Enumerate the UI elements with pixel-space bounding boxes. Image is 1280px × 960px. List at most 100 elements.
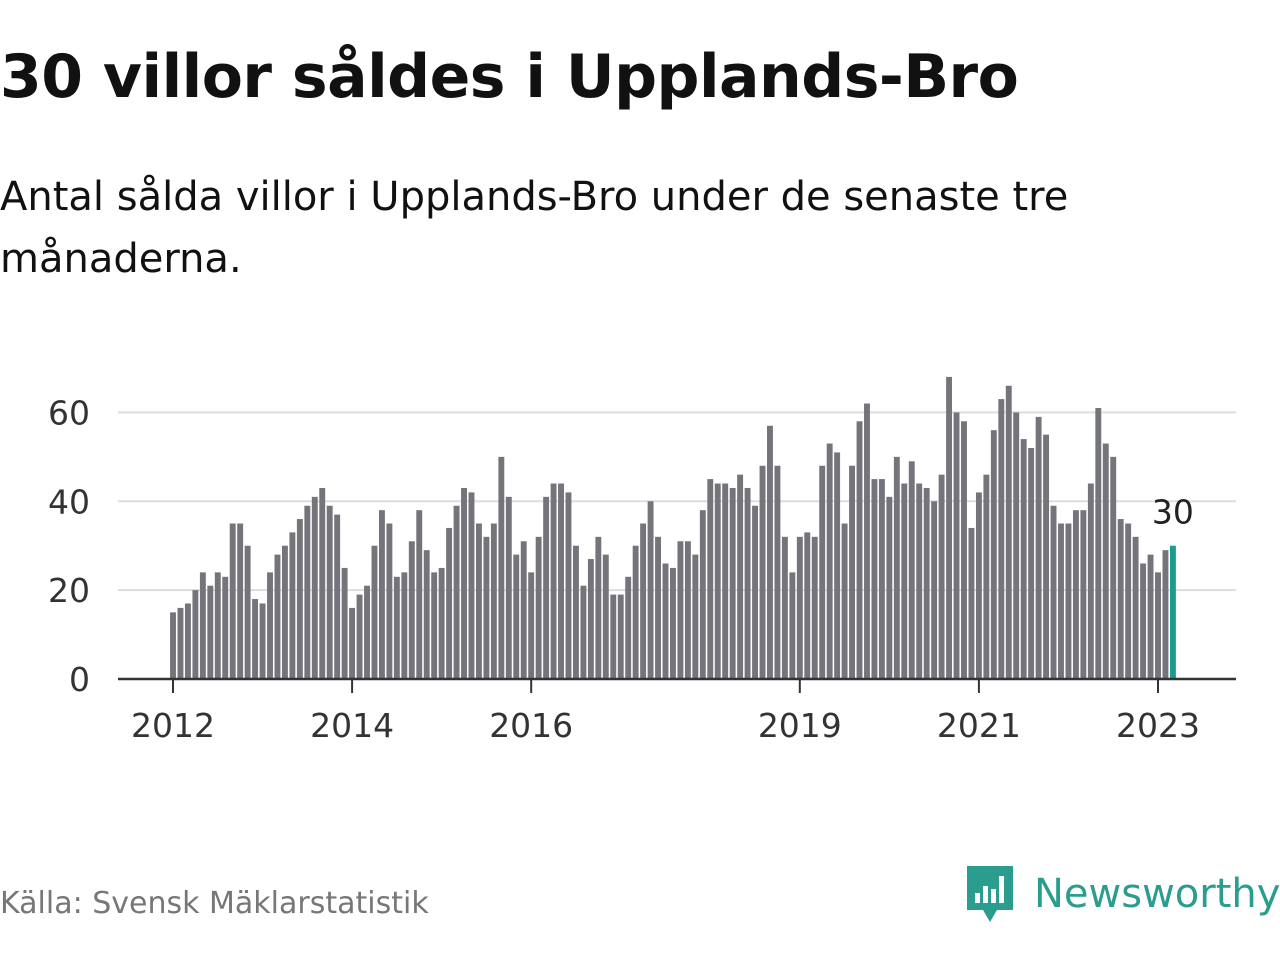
bar	[535, 536, 542, 679]
y-tick-label: 40	[48, 482, 90, 521]
x-tick-label: 2016	[489, 706, 573, 745]
bar	[886, 496, 893, 679]
bar	[908, 461, 915, 679]
bar	[632, 545, 639, 679]
bar	[513, 554, 520, 679]
bar	[916, 483, 923, 679]
bar	[468, 492, 475, 679]
bar	[281, 545, 288, 679]
bar	[416, 510, 423, 679]
bar	[610, 594, 617, 679]
bar-chart: 0 20 40 60 2012 2014 2016 2019 2021 2023 30	[48, 376, 1236, 745]
bar	[670, 567, 676, 679]
bar	[229, 523, 236, 679]
bar	[1155, 572, 1161, 679]
bar	[520, 541, 527, 679]
bar	[781, 536, 788, 679]
bar	[580, 585, 587, 679]
bar	[1080, 510, 1087, 679]
bar	[1028, 447, 1035, 679]
bar	[476, 523, 482, 679]
x-tick-label: 2019	[758, 706, 842, 745]
bar	[722, 483, 729, 679]
bars	[170, 376, 1176, 679]
y-tick-label: 20	[48, 571, 90, 610]
bar	[1140, 563, 1147, 679]
bar	[334, 514, 341, 679]
bar	[774, 465, 781, 679]
bar	[1035, 416, 1042, 679]
bar	[304, 505, 311, 679]
bar	[177, 607, 184, 679]
bar	[796, 536, 803, 679]
x-axis	[118, 677, 1236, 693]
bar	[453, 505, 460, 679]
source-note: Källa: Svensk Mäklarstatistik	[0, 886, 429, 921]
bar	[490, 523, 497, 679]
bar	[856, 421, 863, 679]
bar	[990, 430, 997, 679]
bar	[431, 572, 438, 679]
bar	[170, 612, 176, 679]
bar	[393, 576, 400, 679]
bar	[1110, 456, 1117, 679]
bar	[1095, 407, 1102, 679]
bar	[528, 572, 535, 679]
bar	[222, 576, 229, 679]
bar	[446, 527, 453, 679]
bar	[602, 554, 609, 679]
bar	[864, 403, 870, 679]
bar	[1043, 434, 1050, 679]
bar	[401, 572, 408, 679]
bar	[1162, 550, 1169, 679]
bar	[192, 590, 199, 679]
bar	[461, 487, 467, 679]
bar	[550, 483, 557, 679]
brand-logo: Newsworthy	[964, 864, 1280, 924]
bar	[498, 456, 505, 679]
bar	[640, 523, 647, 679]
bar	[819, 465, 826, 679]
bar	[878, 479, 885, 679]
bar	[684, 541, 691, 679]
bar	[946, 376, 953, 679]
x-tick-label: 2012	[131, 706, 215, 745]
bar	[573, 545, 579, 679]
bar	[901, 483, 908, 679]
bar	[483, 536, 490, 679]
bar	[371, 545, 378, 679]
bar	[707, 479, 714, 679]
bar	[729, 487, 736, 679]
y-tick-label: 0	[69, 660, 90, 699]
bar	[319, 487, 326, 679]
bar	[423, 550, 430, 679]
bar	[625, 576, 632, 679]
gridlines	[118, 411, 1236, 592]
bar	[252, 599, 259, 679]
bar	[1102, 443, 1109, 679]
bar	[811, 536, 818, 679]
bar	[744, 487, 751, 679]
brand-name: Newsworthy	[1034, 871, 1280, 917]
bar	[1020, 439, 1027, 679]
bar	[1065, 523, 1072, 679]
bar	[714, 483, 721, 679]
bar	[595, 536, 602, 679]
bar	[199, 572, 206, 679]
bar	[207, 585, 214, 679]
bar	[326, 505, 333, 679]
bar	[438, 567, 445, 679]
bar	[923, 487, 930, 679]
bar	[1147, 554, 1154, 679]
bar	[662, 563, 669, 679]
bar	[1132, 536, 1139, 679]
bar	[655, 536, 661, 679]
bar	[244, 545, 251, 679]
bar	[408, 541, 415, 679]
bar	[998, 399, 1005, 679]
x-tick-label: 2014	[310, 706, 394, 745]
bar	[587, 559, 594, 679]
bar	[961, 421, 967, 679]
bar	[759, 465, 766, 679]
bar	[1058, 523, 1064, 679]
